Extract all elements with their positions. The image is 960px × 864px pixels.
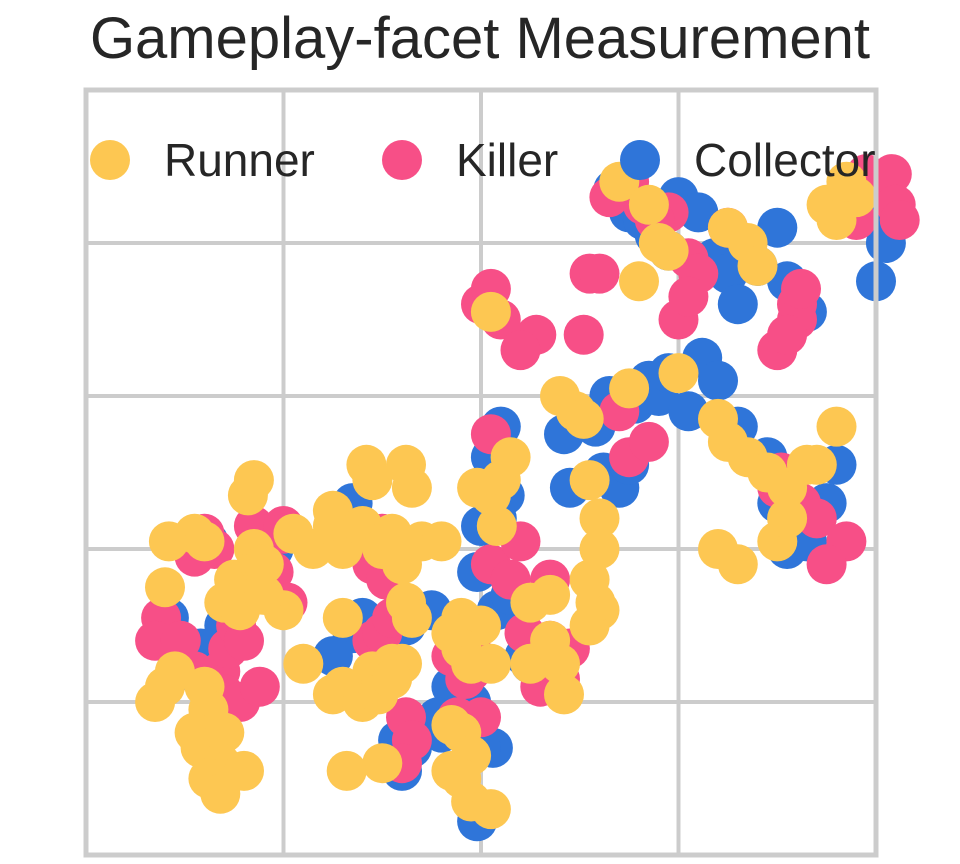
runner-point bbox=[470, 291, 511, 332]
runner-point bbox=[372, 659, 413, 699]
data-points bbox=[135, 154, 920, 842]
runner-point bbox=[816, 406, 857, 447]
runner-point bbox=[609, 368, 650, 409]
runner-point bbox=[322, 597, 363, 638]
killer-point bbox=[767, 314, 808, 355]
runner-point bbox=[326, 750, 367, 791]
killer-point bbox=[628, 421, 669, 462]
runner-point bbox=[362, 743, 403, 784]
killer-point bbox=[796, 498, 837, 539]
runner-point bbox=[826, 161, 867, 202]
killer-point bbox=[563, 314, 604, 355]
plot-frame bbox=[83, 87, 879, 858]
runner-point bbox=[391, 467, 432, 508]
killer-point bbox=[579, 253, 620, 294]
runner-point bbox=[737, 245, 778, 286]
runner-point bbox=[184, 521, 225, 562]
killer-point bbox=[806, 544, 847, 585]
legend-marker-runner bbox=[90, 140, 130, 180]
runner-point bbox=[569, 460, 610, 501]
runner-point bbox=[563, 398, 604, 439]
runner-point bbox=[476, 506, 517, 546]
runner-point bbox=[283, 643, 324, 684]
runner-point bbox=[619, 261, 659, 302]
runner-point bbox=[243, 574, 284, 615]
runner-point bbox=[145, 567, 185, 608]
collector-point bbox=[757, 207, 798, 248]
legend-item-collector: Collector bbox=[620, 134, 876, 186]
runner-point bbox=[569, 559, 610, 600]
runner-point bbox=[579, 498, 620, 539]
runner-point bbox=[200, 773, 241, 814]
killer-point bbox=[500, 330, 541, 371]
legend-marker-collector bbox=[620, 140, 660, 180]
runner-point bbox=[540, 643, 580, 684]
runner-point bbox=[658, 353, 699, 394]
runner-point bbox=[391, 597, 432, 638]
legend-marker-killer bbox=[382, 140, 422, 180]
runner-point bbox=[421, 521, 462, 562]
runner-point bbox=[796, 444, 837, 485]
legend-item-runner: Runner bbox=[90, 134, 315, 186]
runner-point bbox=[154, 651, 195, 692]
runner-point bbox=[457, 467, 498, 508]
killer-point bbox=[879, 200, 920, 240]
legend-label-collector: Collector bbox=[694, 134, 876, 186]
runner-point bbox=[638, 223, 679, 263]
legend: Runner Killer Collector bbox=[90, 134, 876, 186]
runner-point bbox=[579, 529, 620, 569]
runner-point bbox=[352, 460, 393, 501]
runner-point bbox=[451, 643, 492, 684]
runner-point bbox=[470, 789, 511, 830]
runner-point bbox=[490, 437, 531, 478]
killer-point bbox=[871, 154, 912, 195]
collector-point bbox=[678, 192, 719, 233]
collector-point bbox=[717, 284, 758, 325]
runner-point bbox=[544, 674, 584, 715]
killer-point bbox=[668, 276, 709, 317]
killer-point bbox=[224, 620, 264, 661]
killer-point bbox=[160, 620, 201, 661]
legend-label-killer: Killer bbox=[456, 134, 558, 186]
runner-point bbox=[530, 574, 571, 615]
runner-point bbox=[816, 200, 857, 240]
legend-item-killer: Killer bbox=[382, 134, 558, 186]
collector-point bbox=[698, 360, 738, 401]
runner-point bbox=[233, 460, 274, 501]
runner-point bbox=[628, 184, 669, 225]
killer-point bbox=[781, 268, 821, 309]
legend-label-runner: Runner bbox=[164, 134, 315, 186]
chart-title: Gameplay-facet Measurement bbox=[90, 6, 870, 71]
series-runner bbox=[135, 161, 877, 830]
runner-point bbox=[717, 544, 758, 585]
runner-point bbox=[767, 498, 808, 539]
runner-point bbox=[243, 544, 284, 585]
killer-point bbox=[239, 666, 280, 707]
